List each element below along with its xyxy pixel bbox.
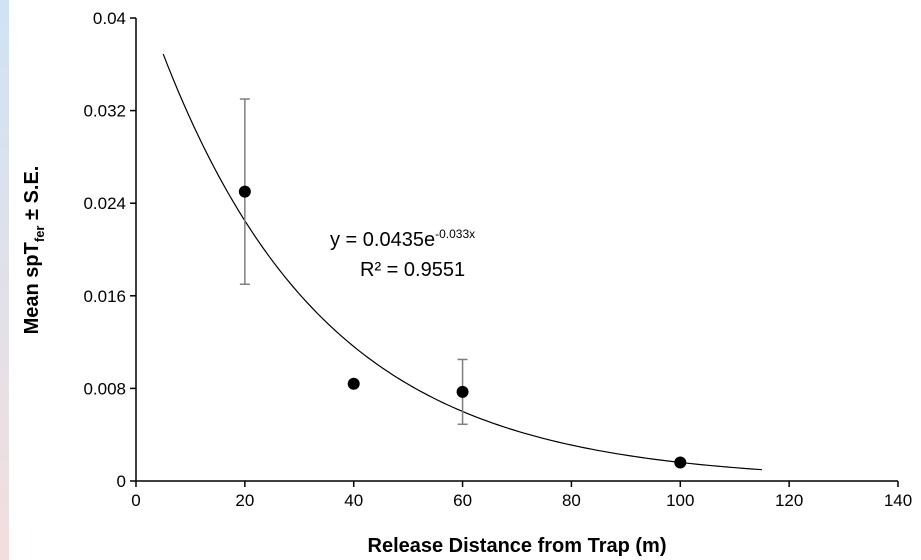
x-tick-label: 40 <box>344 491 363 510</box>
x-tick-label: 80 <box>562 491 581 510</box>
x-tick-label: 20 <box>235 491 254 510</box>
y-tick-label: 0.04 <box>93 9 126 28</box>
data-point <box>456 385 469 398</box>
y-tick-label: 0 <box>117 472 126 491</box>
trendline-r-squared: R² = 0.9551 <box>360 259 465 281</box>
y-tick-label: 0.024 <box>83 194 126 213</box>
y-tick-label: 0.016 <box>83 287 126 306</box>
data-point <box>674 456 687 469</box>
x-tick-label: 120 <box>775 491 803 510</box>
data-point <box>347 377 360 390</box>
trendline-equation: y = 0.0435e-0.033x <box>330 227 475 251</box>
y-axis-title: Mean spTfer ± S.E. <box>21 166 47 335</box>
x-tick-label: 140 <box>884 491 912 510</box>
y-axis-title-subscript: fer <box>32 226 47 243</box>
x-tick-label: 100 <box>666 491 694 510</box>
x-axis-title: Release Distance from Trap (m) <box>368 535 667 557</box>
x-tick-label: 60 <box>453 491 472 510</box>
data-point <box>238 185 251 198</box>
x-tick-label: 0 <box>131 491 140 510</box>
y-axis-ticks: 0 0.008 0.016 0.024 0.032 0.04 <box>83 9 136 491</box>
trendline-equation-exponent: -0.033x <box>435 227 475 241</box>
data-points <box>238 185 687 469</box>
edge-strip <box>0 0 9 560</box>
axes <box>135 18 898 482</box>
y-tick-label: 0.032 <box>83 102 126 121</box>
x-axis-ticks: 0 20 40 60 80 100 120 140 <box>131 481 912 510</box>
y-tick-label: 0.008 <box>83 379 126 398</box>
